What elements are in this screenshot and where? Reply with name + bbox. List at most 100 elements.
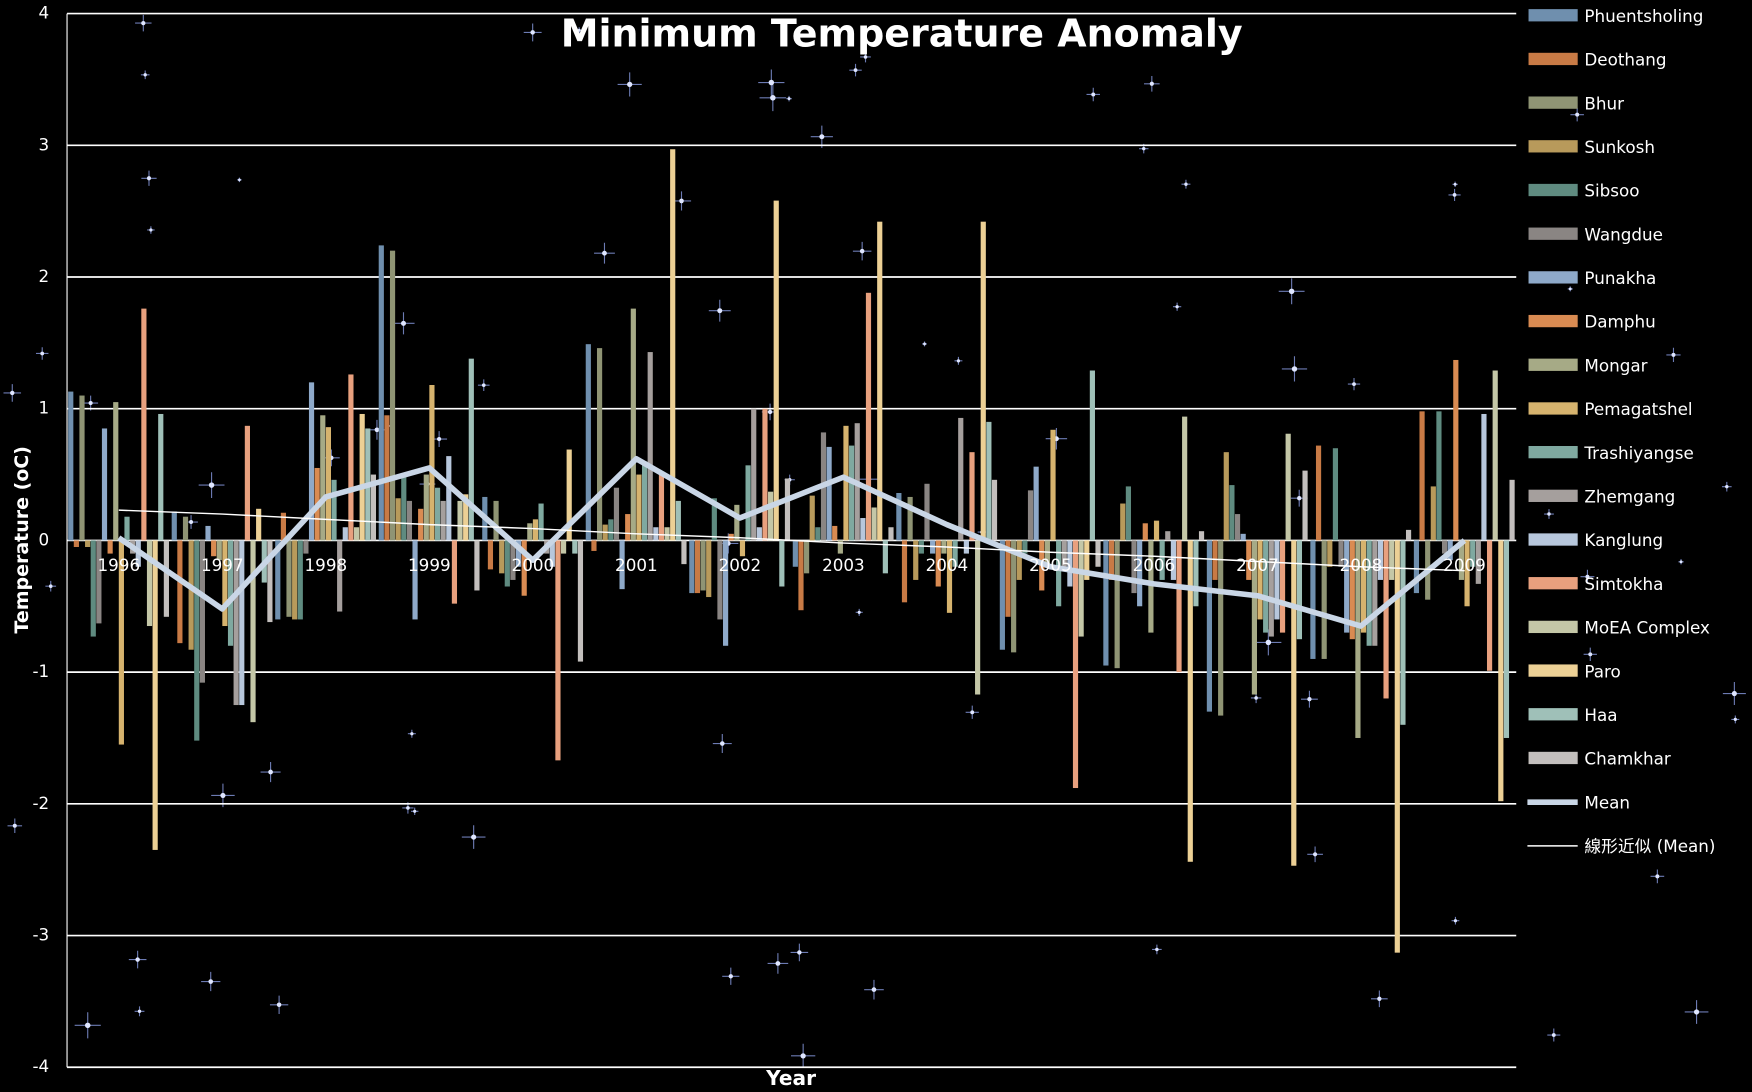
bar xyxy=(625,514,630,540)
star xyxy=(406,806,410,810)
y-tick-label: 4 xyxy=(38,3,49,23)
bar xyxy=(194,540,199,740)
bar xyxy=(919,540,924,553)
bar xyxy=(981,222,986,541)
bar xyxy=(1073,540,1078,788)
star xyxy=(437,437,441,441)
star xyxy=(819,134,824,139)
bar xyxy=(412,540,417,619)
bar xyxy=(597,348,602,540)
bar xyxy=(908,497,913,540)
bar xyxy=(499,540,504,573)
star xyxy=(1454,919,1457,922)
star xyxy=(957,359,960,362)
star xyxy=(854,68,858,72)
bar xyxy=(849,446,854,541)
legend-label: Simtokha xyxy=(1584,574,1663,594)
star xyxy=(147,176,151,180)
bar xyxy=(572,540,577,553)
legend-label: Kanglung xyxy=(1584,530,1663,550)
star xyxy=(1289,289,1294,294)
bar xyxy=(147,540,152,626)
legend-swatch xyxy=(1529,228,1578,240)
bar xyxy=(79,396,84,541)
star xyxy=(1671,353,1675,357)
legend-label: Phuentsholing xyxy=(1584,6,1703,26)
bar xyxy=(164,540,169,616)
legend-swatch xyxy=(1529,664,1578,676)
x-tick-label: 2009 xyxy=(1443,555,1486,575)
bar xyxy=(457,501,462,541)
bar xyxy=(1389,540,1394,580)
bar xyxy=(286,540,291,616)
bar xyxy=(768,492,773,541)
bar xyxy=(141,309,146,541)
bar xyxy=(591,540,596,551)
legend-label: 線形近似 (Mean) xyxy=(1584,836,1715,856)
bar xyxy=(866,293,871,541)
star xyxy=(1184,183,1187,186)
bar xyxy=(1011,540,1016,652)
star xyxy=(1547,512,1550,515)
x-tick-label: 2007 xyxy=(1236,555,1279,575)
star xyxy=(1155,948,1158,951)
star xyxy=(1091,92,1095,96)
bar xyxy=(751,409,756,541)
y-tick-label: 0 xyxy=(38,529,49,549)
star xyxy=(923,343,926,346)
bar xyxy=(96,540,101,623)
legend-label: Chamkhar xyxy=(1584,749,1670,769)
bar xyxy=(348,374,353,540)
bar xyxy=(1322,540,1327,659)
bar xyxy=(1383,540,1388,698)
y-tick-label: -2 xyxy=(32,793,49,813)
legend-swatch xyxy=(1529,621,1578,633)
bar xyxy=(872,507,877,540)
bar xyxy=(1199,531,1204,540)
bar xyxy=(785,479,790,541)
bar xyxy=(1120,504,1125,541)
bar xyxy=(326,427,331,540)
bar xyxy=(843,426,848,541)
bar xyxy=(1333,448,1338,540)
bar xyxy=(762,409,767,541)
bar xyxy=(74,540,79,547)
bar xyxy=(1193,540,1198,606)
bar xyxy=(832,526,837,540)
bar xyxy=(493,501,498,541)
bar xyxy=(1165,531,1170,540)
bar xyxy=(124,517,129,541)
bar xyxy=(734,505,739,541)
bar xyxy=(396,498,401,540)
bar xyxy=(354,527,359,540)
bar xyxy=(379,245,384,540)
bar xyxy=(183,517,188,541)
bar xyxy=(1143,523,1148,540)
bar xyxy=(505,540,510,586)
legend-label: Haa xyxy=(1584,705,1617,725)
bar xyxy=(1050,430,1055,541)
star xyxy=(1680,560,1683,563)
star xyxy=(375,427,380,432)
legend-swatch xyxy=(1529,708,1578,720)
legend-swatch xyxy=(1529,533,1578,545)
bar xyxy=(969,452,974,540)
bar xyxy=(1316,446,1321,541)
x-tick-label: 2001 xyxy=(615,555,658,575)
star xyxy=(801,1053,806,1058)
bar xyxy=(172,511,177,540)
bar xyxy=(860,518,865,540)
bar xyxy=(337,540,342,611)
bar xyxy=(1229,485,1234,540)
bar xyxy=(1212,540,1217,580)
bar xyxy=(1406,530,1411,541)
bar xyxy=(798,540,803,610)
bar xyxy=(648,352,653,540)
legend-label: Sunkosh xyxy=(1584,137,1655,157)
x-tick-label: 1998 xyxy=(305,555,348,575)
legend-swatch xyxy=(1529,140,1578,152)
bar xyxy=(1274,540,1279,619)
bar xyxy=(631,309,636,541)
bar xyxy=(153,540,158,850)
bar xyxy=(85,540,90,547)
